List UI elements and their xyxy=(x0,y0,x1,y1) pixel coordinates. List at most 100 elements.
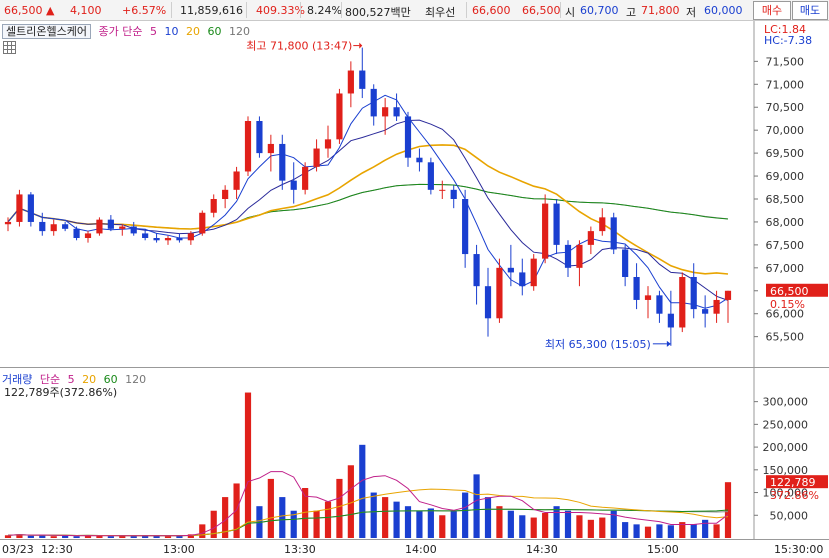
candle-body xyxy=(153,238,160,241)
volume-bar xyxy=(27,535,34,538)
candle-body xyxy=(244,121,252,172)
price-chart-canvas: 71,500 71,000 70,500 70,000 69,500 69,000 68,5… xyxy=(4,21,828,367)
legend-ma120: 120 xyxy=(228,25,250,38)
high-arrow-icon xyxy=(359,42,363,49)
volume-bar xyxy=(199,524,206,538)
volume-legend-ma20: 20 xyxy=(82,373,97,386)
volume-bar xyxy=(610,510,617,538)
volume-bar xyxy=(393,501,400,538)
candle-body xyxy=(633,277,640,300)
time-label-1230: 12:30 xyxy=(41,543,73,556)
candle-body xyxy=(50,224,57,232)
grid-toggle-icon[interactable] xyxy=(3,41,16,54)
candle-body xyxy=(370,88,377,117)
candle-body xyxy=(164,238,172,241)
volume-tick-label: 200,000 xyxy=(763,441,809,454)
current-pct-tag: 0.15% xyxy=(770,298,805,311)
volume-bar xyxy=(39,534,46,538)
volume-bar xyxy=(302,488,309,538)
volume-bar xyxy=(176,535,183,538)
volume-bar xyxy=(16,534,23,538)
volume-bar xyxy=(473,474,480,538)
stock-name-selector[interactable]: 셀트리온헬스케어 xyxy=(2,24,91,39)
candle-body xyxy=(667,313,674,328)
candle-body xyxy=(507,267,514,273)
volume-bar xyxy=(656,524,663,538)
volume-bar xyxy=(633,524,640,538)
candle-body xyxy=(233,171,240,190)
candle-body xyxy=(336,93,343,140)
volume-tag-bg xyxy=(766,475,828,489)
candle-body xyxy=(564,244,572,268)
candle-body xyxy=(519,272,526,287)
price-tick-label: 67,000 xyxy=(766,262,805,275)
candle-body xyxy=(427,162,434,190)
time-label-1400: 14:00 xyxy=(405,543,437,556)
volume-bar xyxy=(222,497,229,538)
candle-body xyxy=(679,277,686,328)
volume-bar xyxy=(553,506,560,538)
candle-body xyxy=(347,70,354,94)
volume-bar xyxy=(313,510,320,538)
candle-body xyxy=(107,219,114,229)
legend-ma5: 5 xyxy=(149,25,157,38)
time-label-1300: 13:00 xyxy=(163,543,195,556)
price-change: 4,100 xyxy=(70,4,102,17)
candle-body xyxy=(39,221,46,232)
volume-tick-label: 50,000 xyxy=(770,509,809,522)
volume-bar xyxy=(84,535,92,538)
time-label-1500: 15:00 xyxy=(647,543,679,556)
volume-tick-label: 250,000 xyxy=(763,418,809,431)
candle-body xyxy=(553,203,560,245)
volume-legend-ma60: 60 xyxy=(103,373,118,386)
candle-body xyxy=(496,267,503,319)
volume-bar xyxy=(267,478,274,538)
volume-bar xyxy=(279,497,286,538)
candle-body xyxy=(610,217,617,250)
volume-pct-tag: 372.86% xyxy=(770,489,819,502)
ma10-line xyxy=(7,119,729,301)
volume-bar xyxy=(530,517,537,538)
volume-bar xyxy=(644,526,652,538)
buy-button[interactable]: 매수 xyxy=(753,1,791,20)
low-price: 60,000 xyxy=(704,4,743,17)
legend-ma10: 10 xyxy=(164,25,179,38)
volume-bar xyxy=(233,483,240,538)
best-ask: 66,600 xyxy=(472,4,511,17)
volume-bar xyxy=(702,519,709,538)
price-tick-label: 69,500 xyxy=(766,147,805,160)
ma20-line xyxy=(7,144,729,275)
candle-body xyxy=(462,199,469,255)
candle-body xyxy=(416,157,423,163)
candle-body xyxy=(393,107,400,117)
price-tick-label: 70,500 xyxy=(766,101,805,114)
price-tick-label: 65,500 xyxy=(766,331,805,344)
volume-bar xyxy=(667,525,674,538)
volume-bar xyxy=(713,524,720,538)
low-label: 저 xyxy=(686,6,697,19)
candle-body xyxy=(16,194,23,222)
legend-ma60: 60 xyxy=(207,25,222,38)
price-tick-label: 71,000 xyxy=(766,78,805,91)
price-legend: 셀트리온헬스케어 종가 단순 5 10 20 60 120 xyxy=(2,23,250,39)
candle-body xyxy=(62,224,69,229)
price-tick-label: 70,000 xyxy=(766,124,805,137)
sell-button[interactable]: 매도 xyxy=(792,1,828,20)
volume-bar xyxy=(142,535,149,538)
volume-chart-panel[interactable]: 300,000 250,000 200,000 150,000 100,000 50,00… xyxy=(0,367,829,540)
price-tick-label: 68,500 xyxy=(766,193,805,206)
volume-bar xyxy=(519,515,526,538)
candle-body xyxy=(267,143,274,154)
price-chart-panel[interactable]: 71,500 71,000 70,500 70,000 69,500 69,000 68,5… xyxy=(0,21,829,367)
volume-bar xyxy=(336,478,343,538)
volume-bar xyxy=(382,497,389,538)
time-axis: 03/23 12:30 13:00 13:30 14:00 14:30 15:0… xyxy=(0,539,829,558)
price-tick-label: 69,000 xyxy=(766,170,805,183)
volume-bar xyxy=(4,535,12,538)
volume-ratio: 409.33% xyxy=(256,4,305,17)
price-tick-label: 66,000 xyxy=(766,308,805,321)
candle-body xyxy=(96,219,103,234)
volume-legend: 거래량 단순 5 20 60 120 xyxy=(2,371,146,387)
candle-body xyxy=(176,238,183,241)
volume-current-value: 122,789주(372.86%) xyxy=(4,386,118,399)
